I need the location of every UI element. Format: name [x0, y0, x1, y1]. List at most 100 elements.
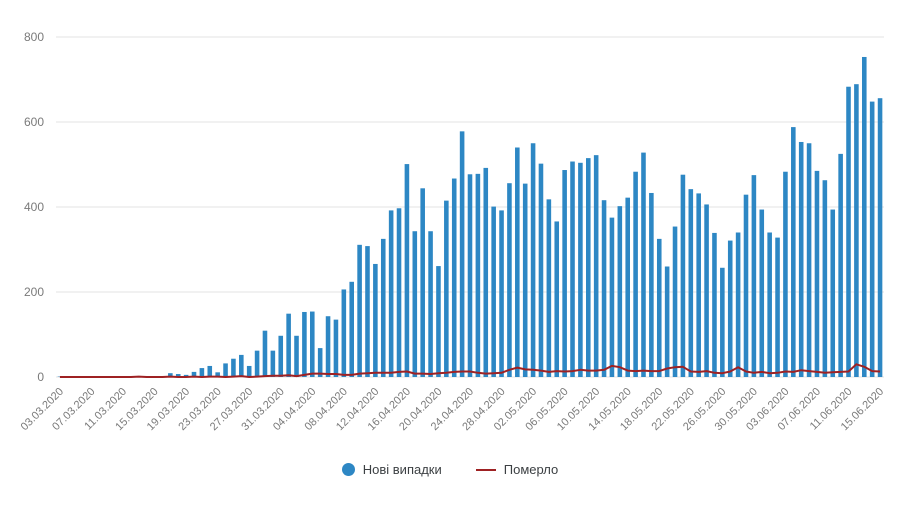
- deaths-line-icon: [475, 468, 496, 471]
- bar: [593, 155, 599, 377]
- bar: [838, 153, 843, 377]
- bar: [538, 163, 544, 377]
- bar: [830, 209, 836, 377]
- legend-label-deaths: Померло: [503, 462, 559, 477]
- bar: [451, 178, 457, 377]
- bar: [735, 232, 741, 377]
- bar: [798, 141, 804, 377]
- bar: [664, 266, 670, 377]
- bar: [720, 267, 725, 377]
- bar: [877, 98, 883, 377]
- bar: [412, 231, 418, 377]
- bar: [380, 238, 386, 377]
- bar: [459, 131, 465, 377]
- bar: [869, 101, 875, 377]
- bar: [759, 209, 765, 377]
- bar: [428, 231, 433, 377]
- new-cases-marker-icon: [341, 463, 355, 476]
- bar: [625, 197, 631, 377]
- bar: [814, 170, 820, 377]
- bar: [349, 281, 355, 377]
- bar: [239, 354, 244, 377]
- bar: [207, 365, 213, 377]
- bar: [704, 204, 709, 377]
- bar: [333, 319, 339, 377]
- bar: [854, 84, 859, 378]
- legend-item-deaths[interactable]: Померло: [475, 462, 559, 477]
- bar: [585, 158, 591, 377]
- bar: [578, 162, 583, 377]
- bar: [309, 311, 315, 377]
- bar: [286, 313, 291, 377]
- bar: [554, 221, 560, 377]
- bar: [499, 210, 504, 377]
- legend-label-new-cases: Нові випадки: [362, 462, 442, 477]
- bar: [649, 192, 654, 377]
- bar: [712, 232, 717, 377]
- bar: [822, 180, 828, 377]
- legend: Нові випадки Померло: [0, 462, 900, 477]
- bar: [246, 365, 252, 377]
- bar: [388, 210, 394, 377]
- bar: [357, 244, 362, 377]
- bar: [444, 200, 449, 377]
- bar: [767, 232, 772, 377]
- bar: [302, 311, 307, 377]
- bar: [806, 143, 812, 377]
- y-axis-tick-label: 800: [24, 30, 44, 44]
- bar: [515, 147, 520, 377]
- bar: [270, 350, 276, 377]
- bar: [570, 161, 575, 377]
- bar: [609, 217, 615, 377]
- bar: [727, 240, 733, 377]
- bar: [546, 199, 552, 377]
- bar: [175, 374, 181, 377]
- bar: [656, 238, 662, 377]
- legend-item-new-cases[interactable]: Нові випадки: [341, 462, 442, 477]
- bar: [341, 289, 347, 377]
- bar: [183, 374, 189, 377]
- bar: [254, 350, 260, 377]
- bar: [231, 358, 236, 377]
- bar: [522, 183, 528, 377]
- bar: [775, 237, 780, 377]
- bar: [743, 194, 749, 377]
- bar: [396, 208, 402, 377]
- bar: [846, 86, 851, 377]
- y-axis-tick-label: 0: [37, 370, 44, 384]
- bar: [601, 200, 607, 377]
- bar: [507, 183, 512, 377]
- bar: [373, 263, 378, 377]
- bar: [168, 373, 173, 377]
- bar: [672, 226, 678, 377]
- bar: [696, 193, 701, 377]
- bar: [223, 363, 228, 377]
- bar: [325, 316, 331, 377]
- bar: [475, 173, 481, 377]
- y-axis-tick-label: 400: [24, 200, 44, 214]
- bar: [791, 127, 796, 377]
- bar: [562, 170, 567, 377]
- bar: [278, 335, 284, 377]
- bar: [491, 206, 496, 377]
- bar: [294, 335, 299, 377]
- bar: [641, 152, 646, 377]
- y-axis-tick-label: 600: [24, 115, 44, 129]
- bar: [420, 188, 425, 377]
- bar: [783, 171, 788, 377]
- bar: [262, 330, 268, 377]
- bar: [467, 174, 473, 377]
- bar: [751, 175, 757, 377]
- deaths-line: [59, 363, 881, 378]
- bar: [436, 266, 441, 377]
- bar: [365, 246, 370, 377]
- bar: [688, 189, 694, 377]
- bar: [861, 56, 867, 377]
- bar: [483, 167, 489, 377]
- y-axis-tick-label: 200: [24, 285, 44, 299]
- bar: [199, 368, 205, 377]
- bar: [191, 371, 197, 377]
- bar: [633, 171, 638, 377]
- bar: [404, 164, 410, 377]
